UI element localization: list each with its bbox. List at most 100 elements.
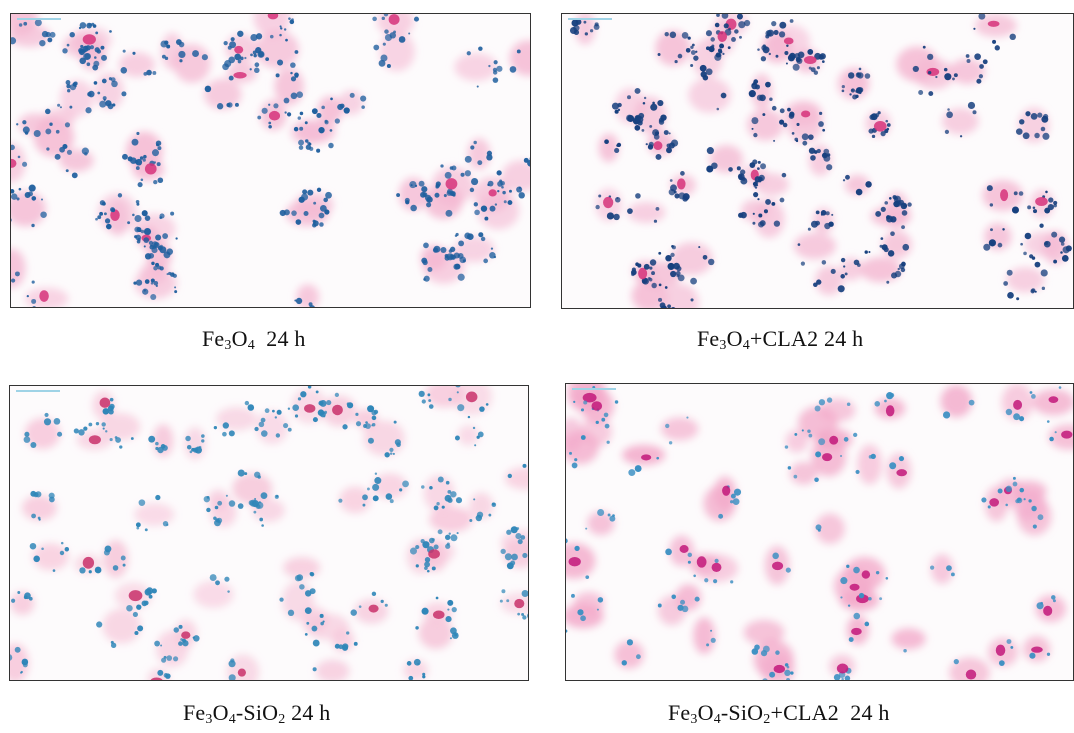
iron-granule — [151, 261, 155, 266]
iron-granule — [316, 187, 322, 192]
cell-nucleus — [82, 556, 95, 569]
iron-granule — [105, 430, 108, 433]
iron-granule — [1061, 255, 1069, 262]
iron-granule — [801, 429, 804, 432]
iron-granule — [833, 674, 841, 680]
iron-granule — [162, 444, 168, 451]
iron-granule — [656, 456, 660, 460]
iron-granule — [49, 31, 56, 38]
iron-granule — [671, 245, 674, 248]
iron-granule — [1031, 505, 1037, 512]
iron-granule — [295, 219, 302, 225]
iron-granule — [166, 523, 169, 526]
iron-granule — [807, 227, 811, 231]
iron-granule — [22, 126, 30, 134]
iron-granule — [785, 567, 791, 573]
iron-granule — [666, 143, 671, 148]
iron-granule — [328, 142, 334, 149]
iron-granule — [509, 66, 517, 73]
cell-nucleus — [603, 196, 614, 209]
iron-granule — [634, 87, 641, 94]
iron-granule — [428, 404, 434, 409]
iron-granule — [155, 140, 162, 146]
cell-body — [11, 248, 26, 288]
iron-granule — [815, 451, 822, 458]
iron-granule — [716, 14, 720, 17]
iron-granule — [447, 608, 450, 611]
iron-granule — [574, 545, 580, 551]
iron-granule — [122, 153, 128, 160]
iron-granule — [825, 211, 830, 216]
iron-granule — [11, 144, 15, 151]
iron-granule — [214, 505, 219, 510]
iron-granule — [665, 254, 672, 262]
iron-granule — [635, 193, 641, 199]
iron-granule — [209, 574, 217, 582]
iron-granule — [103, 549, 110, 556]
cell-body — [203, 78, 242, 110]
cell-body — [857, 444, 883, 485]
iron-granule — [849, 93, 852, 96]
iron-granule — [959, 135, 963, 138]
iron-granule — [769, 671, 776, 678]
iron-granule — [789, 111, 795, 117]
iron-granule — [754, 644, 760, 651]
iron-granule — [295, 74, 299, 78]
iron-granule — [596, 608, 599, 611]
iron-granule — [227, 590, 230, 593]
iron-granule — [1006, 269, 1013, 276]
cell-nucleus — [514, 598, 525, 609]
iron-granule — [816, 66, 820, 70]
iron-granule — [732, 498, 740, 506]
iron-granule — [847, 72, 855, 79]
iron-granule — [143, 72, 148, 76]
iron-granule — [705, 68, 713, 76]
iron-granule — [46, 147, 50, 151]
iron-granule — [880, 237, 884, 240]
iron-granule — [421, 399, 426, 404]
iron-granule — [642, 280, 646, 284]
iron-granule — [972, 110, 977, 115]
iron-granule — [771, 105, 777, 111]
iron-granule — [298, 139, 304, 146]
cell-body — [1006, 267, 1045, 293]
iron-granule — [757, 198, 760, 201]
iron-granule — [159, 244, 163, 248]
iron-granule — [507, 473, 512, 479]
iron-granule — [381, 16, 385, 21]
iron-granule — [120, 555, 126, 561]
iron-granule — [300, 391, 307, 398]
iron-granule — [496, 170, 502, 176]
iron-granule — [1039, 223, 1044, 228]
iron-granule — [225, 494, 228, 497]
iron-granule — [690, 63, 694, 67]
iron-granule — [302, 189, 308, 195]
iron-granule — [685, 48, 691, 53]
iron-granule — [787, 54, 795, 62]
iron-granule — [655, 206, 660, 211]
micrograph-fe3o4-sio2 — [9, 385, 529, 681]
iron-granule — [476, 85, 479, 88]
cell-body — [844, 174, 870, 196]
iron-granule — [132, 51, 136, 55]
iron-granule — [151, 241, 159, 248]
cell-body — [896, 46, 939, 82]
iron-granule — [374, 472, 378, 475]
iron-granule — [160, 40, 168, 48]
iron-granule — [762, 678, 768, 680]
iron-granule — [1046, 420, 1050, 423]
iron-granule — [259, 517, 264, 522]
iron-granule — [715, 52, 721, 58]
iron-granule — [480, 236, 486, 242]
iron-granule — [779, 21, 787, 29]
iron-granule — [408, 675, 414, 680]
cell-nucleus — [267, 14, 279, 20]
iron-granule — [11, 189, 15, 194]
iron-granule — [421, 485, 425, 489]
iron-granule — [527, 159, 530, 167]
iron-granule — [122, 49, 126, 53]
iron-granule — [486, 150, 493, 156]
iron-granule — [191, 447, 195, 452]
iron-granule — [604, 139, 609, 145]
iron-granule — [139, 156, 144, 160]
